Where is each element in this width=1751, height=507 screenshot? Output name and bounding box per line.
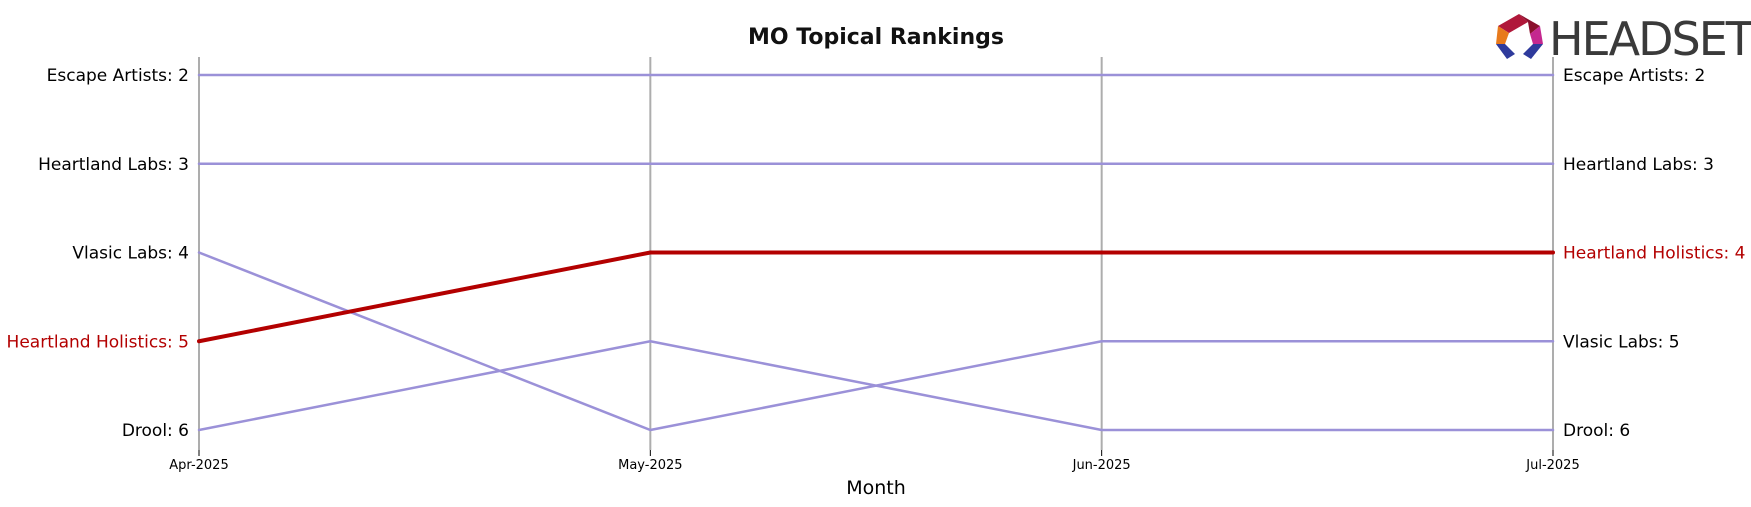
x-tick-label-jun-2025: Jun-2025 [1072,458,1131,473]
headset-logo: HEADSET [1496,12,1751,66]
right-label-drool-6: Drool: 6 [1563,421,1630,441]
left-label-heartland-holistics-5: Heartland Holistics: 5 [7,332,189,352]
left-label-drool-6: Drool: 6 [122,421,189,441]
x-axis-label: Month [846,477,906,499]
series-line-drool [197,340,1555,432]
right-label-vlasic-labs-5: Vlasic Labs: 5 [1563,332,1680,352]
chart-title: MO Topical Rankings [748,25,1004,50]
left-label-vlasic-labs-4: Vlasic Labs: 4 [72,244,189,264]
series-line-heartland-holistics [197,250,1555,344]
right-label-escape-artists-2: Escape Artists: 2 [1563,66,1705,86]
x-tick-label-may-2025: May-2025 [618,458,682,473]
plot-area: Apr-2025 May-2025 Jun-2025 Jul-2025 Escape A… [7,57,1745,473]
left-label-heartland-labs-3: Heartland Labs: 3 [38,155,189,175]
x-tick-label-apr-2025: Apr-2025 [169,458,228,473]
left-label-escape-artists-2: Escape Artists: 2 [47,66,189,86]
right-label-heartland-holistics-4: Heartland Holistics: 4 [1563,244,1745,264]
right-label-heartland-labs-3: Heartland Labs: 3 [1563,155,1714,175]
headset-logo-icon [1496,14,1543,59]
headset-logo-text: HEADSET [1549,12,1751,66]
series-line-vlasic-labs [197,251,1555,432]
x-tick-label-jul-2025: Jul-2025 [1525,458,1579,473]
